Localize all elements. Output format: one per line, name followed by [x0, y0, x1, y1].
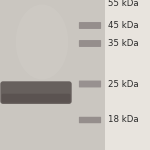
Bar [0, 0, 105, 150]
Text: 18 kDa: 18 kDa [108, 116, 139, 124]
FancyBboxPatch shape [2, 94, 70, 103]
Text: 35 kDa: 35 kDa [108, 39, 139, 48]
FancyBboxPatch shape [79, 40, 101, 47]
Text: 55 kDa: 55 kDa [108, 0, 139, 8]
Text: 25 kDa: 25 kDa [108, 80, 139, 88]
FancyBboxPatch shape [79, 22, 101, 29]
FancyBboxPatch shape [79, 117, 101, 123]
FancyBboxPatch shape [0, 81, 72, 104]
Bar [105, 0, 150, 150]
Ellipse shape [16, 4, 68, 80]
FancyBboxPatch shape [79, 81, 101, 87]
Text: 45 kDa: 45 kDa [108, 21, 139, 30]
